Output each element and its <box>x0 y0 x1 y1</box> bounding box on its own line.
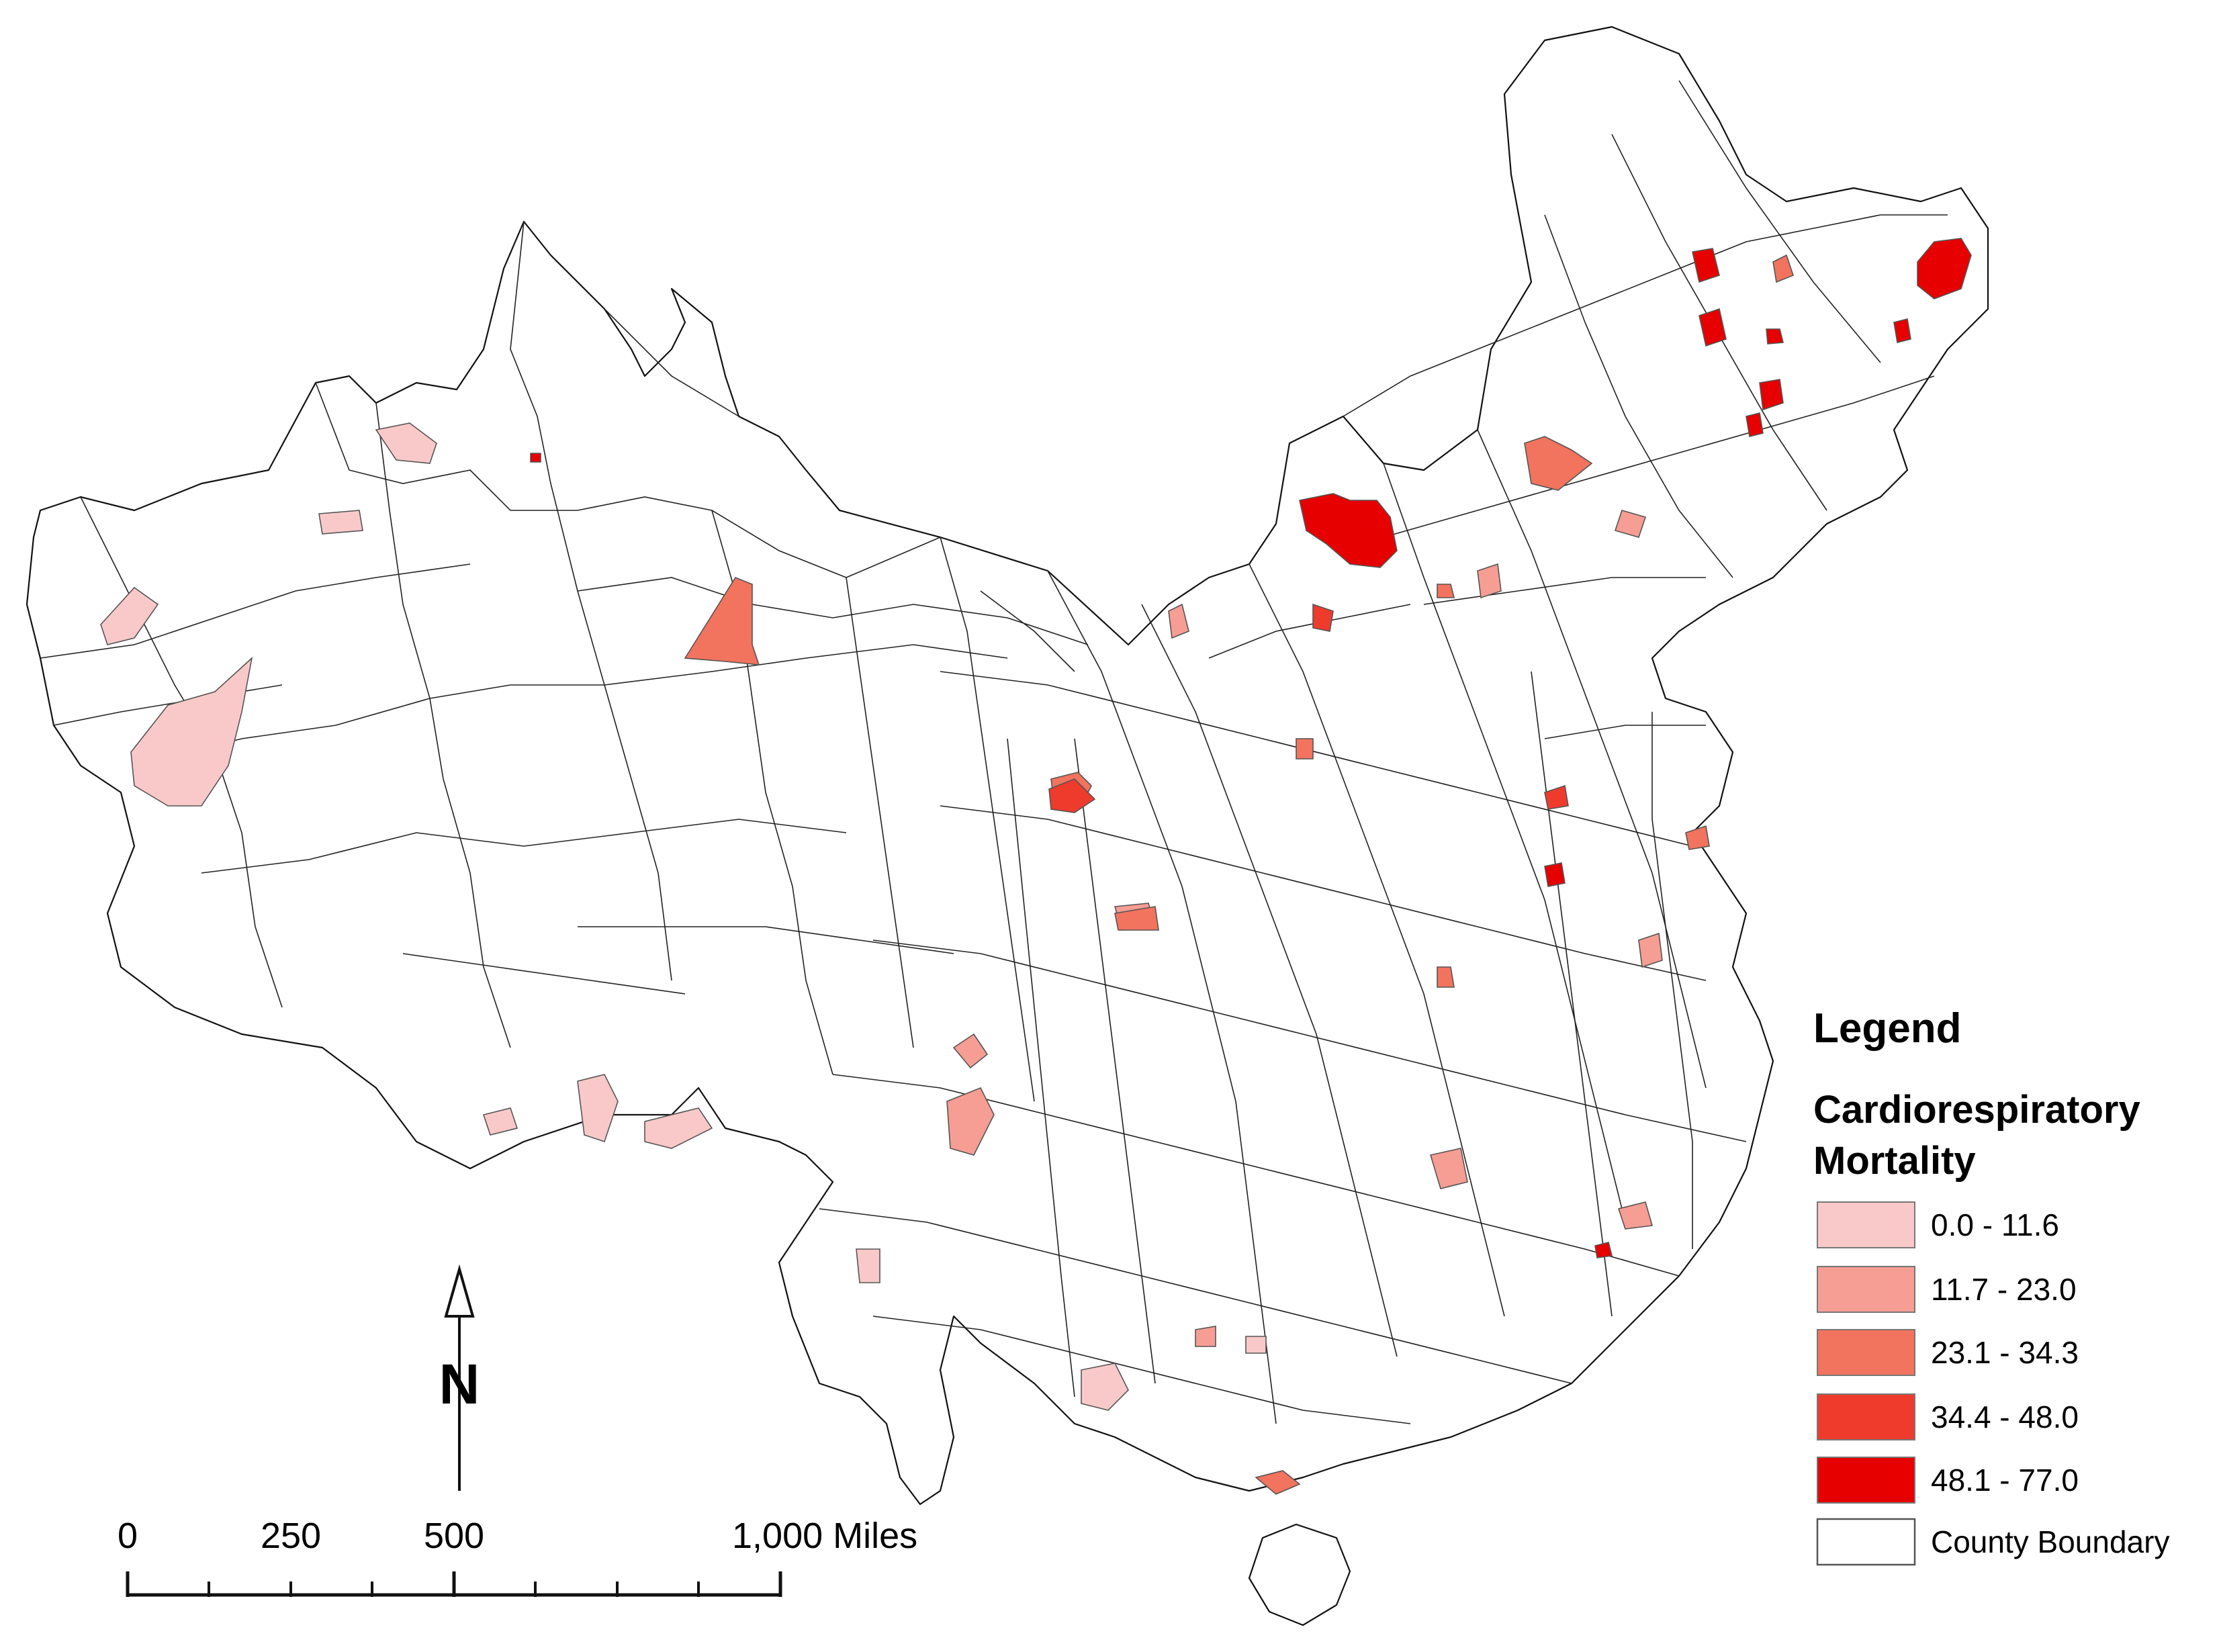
west-county-lines <box>40 221 1089 1102</box>
legend-label-3: 23.1 - 34.3 <box>1931 1335 2079 1370</box>
legend-label-2: 11.7 - 23.0 <box>1931 1272 2077 1307</box>
county-class-2 <box>952 1033 989 1069</box>
county-class-2 <box>946 1087 995 1156</box>
china-outline <box>26 26 1989 1506</box>
county-class-2 <box>1168 603 1189 639</box>
county-class-1 <box>644 1107 713 1149</box>
county-class-3 <box>1685 825 1710 850</box>
legend-swatch-5 <box>1817 1457 1915 1504</box>
scale-bar: 0 250 500 1,000 Miles <box>118 1516 917 1597</box>
county-class-5 <box>1299 493 1398 568</box>
county-class-3 <box>1437 966 1455 988</box>
legend-title: Legend <box>1813 1005 1961 1052</box>
county-class-5 <box>1746 412 1764 437</box>
north-arrow-icon <box>444 1264 475 1318</box>
county-class-3 <box>1296 738 1314 760</box>
legend-subtitle-line2: Mortality <box>1813 1139 1976 1183</box>
county-class-3 <box>684 577 760 666</box>
legend: Legend Cardiorespiratory Mortality 0.0 -… <box>1813 1005 2169 1566</box>
county-class-4 <box>1312 603 1334 632</box>
legend-swatch-2 <box>1817 1266 1915 1313</box>
north-arrow: N <box>439 1264 480 1491</box>
legend-label-1: 0.0 - 11.6 <box>1931 1207 2059 1242</box>
county-class-1 <box>482 1107 518 1136</box>
county-class-5 <box>1917 238 1972 300</box>
hainan-outline <box>1248 1523 1351 1626</box>
county-class-5 <box>1766 328 1784 345</box>
county-class-2 <box>1617 1201 1654 1230</box>
county-class-5 <box>1893 318 1911 343</box>
county-class-1 <box>856 1248 880 1283</box>
county-class-5 <box>1544 862 1566 887</box>
county-class-1 <box>100 586 159 645</box>
legend-swatch-boundary <box>1816 1518 1916 1566</box>
county-class-3 <box>1524 436 1593 491</box>
county-class-5 <box>1759 379 1784 411</box>
legend-label-5: 48.1 - 77.0 <box>1931 1463 2079 1498</box>
county-class-2 <box>1614 510 1647 538</box>
county-class-1 <box>130 656 253 807</box>
mortality-counties <box>100 238 1972 1495</box>
legend-swatch-4 <box>1817 1393 1915 1440</box>
county-class-1 <box>1081 1363 1129 1411</box>
county-class-3 <box>1255 1470 1301 1495</box>
county-class-5 <box>1699 308 1727 347</box>
county-class-5 <box>1692 248 1720 283</box>
county-class-4 <box>1048 778 1096 813</box>
north-label: N <box>439 1352 480 1416</box>
legend-swatch-3 <box>1817 1329 1915 1376</box>
county-class-3 <box>1437 584 1455 598</box>
county-class-3 <box>1114 906 1159 931</box>
county-class-1 <box>375 422 437 464</box>
county-class-5 <box>1594 1242 1613 1258</box>
county-class-2 <box>1429 1148 1468 1189</box>
county-class-1 <box>1245 1336 1267 1354</box>
legend-label-4: 34.4 - 48.0 <box>1931 1399 2079 1434</box>
scale-tick-1000: 1,000 Miles <box>732 1516 917 1556</box>
scale-tick-500: 500 <box>424 1516 484 1556</box>
county-class-2 <box>1638 932 1663 968</box>
legend-subtitle-line1: Cardiorespiratory <box>1813 1088 2140 1132</box>
county-class-2 <box>1477 563 1502 599</box>
scale-tick-250: 250 <box>261 1516 321 1556</box>
legend-swatch-1 <box>1817 1201 1915 1248</box>
county-class-1 <box>577 1074 619 1143</box>
county-class-3 <box>1772 254 1794 283</box>
scale-tick-0: 0 <box>118 1516 138 1556</box>
county-class-1 <box>318 510 363 535</box>
county-class-4 <box>1544 784 1569 810</box>
legend-label-boundary: County Boundary <box>1931 1524 2169 1559</box>
county-class-5 <box>530 453 541 463</box>
county-class-2 <box>1195 1326 1216 1347</box>
